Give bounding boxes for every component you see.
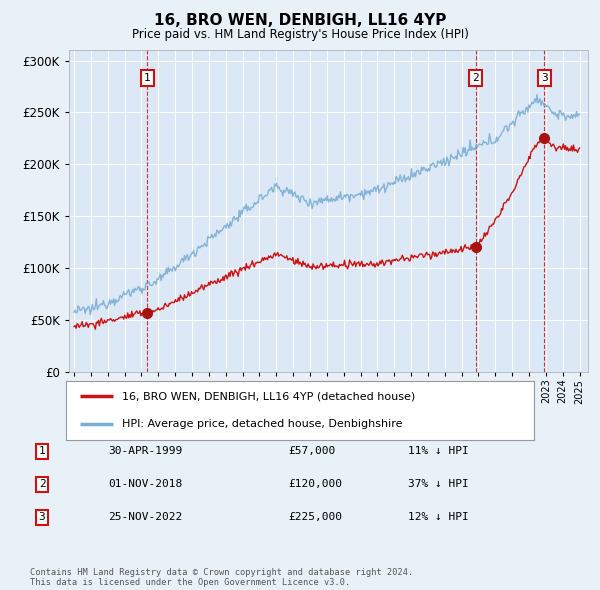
Text: 01-NOV-2018: 01-NOV-2018 — [108, 480, 182, 489]
Text: 1: 1 — [38, 447, 46, 456]
Text: 12% ↓ HPI: 12% ↓ HPI — [408, 513, 469, 522]
Text: 3: 3 — [38, 513, 46, 522]
Text: 16, BRO WEN, DENBIGH, LL16 4YP (detached house): 16, BRO WEN, DENBIGH, LL16 4YP (detached… — [122, 392, 415, 401]
Text: £225,000: £225,000 — [288, 513, 342, 522]
Text: 16, BRO WEN, DENBIGH, LL16 4YP: 16, BRO WEN, DENBIGH, LL16 4YP — [154, 13, 446, 28]
Text: Price paid vs. HM Land Registry's House Price Index (HPI): Price paid vs. HM Land Registry's House … — [131, 28, 469, 41]
Text: 37% ↓ HPI: 37% ↓ HPI — [408, 480, 469, 489]
Text: £57,000: £57,000 — [288, 447, 335, 456]
Text: 2: 2 — [38, 480, 46, 489]
Text: 3: 3 — [541, 73, 548, 83]
Text: 2: 2 — [472, 73, 479, 83]
Text: Contains HM Land Registry data © Crown copyright and database right 2024.
This d: Contains HM Land Registry data © Crown c… — [30, 568, 413, 587]
Text: 25-NOV-2022: 25-NOV-2022 — [108, 513, 182, 522]
Text: 11% ↓ HPI: 11% ↓ HPI — [408, 447, 469, 456]
Text: £120,000: £120,000 — [288, 480, 342, 489]
Text: 1: 1 — [143, 73, 151, 83]
Text: HPI: Average price, detached house, Denbighshire: HPI: Average price, detached house, Denb… — [122, 419, 403, 428]
Text: 30-APR-1999: 30-APR-1999 — [108, 447, 182, 456]
